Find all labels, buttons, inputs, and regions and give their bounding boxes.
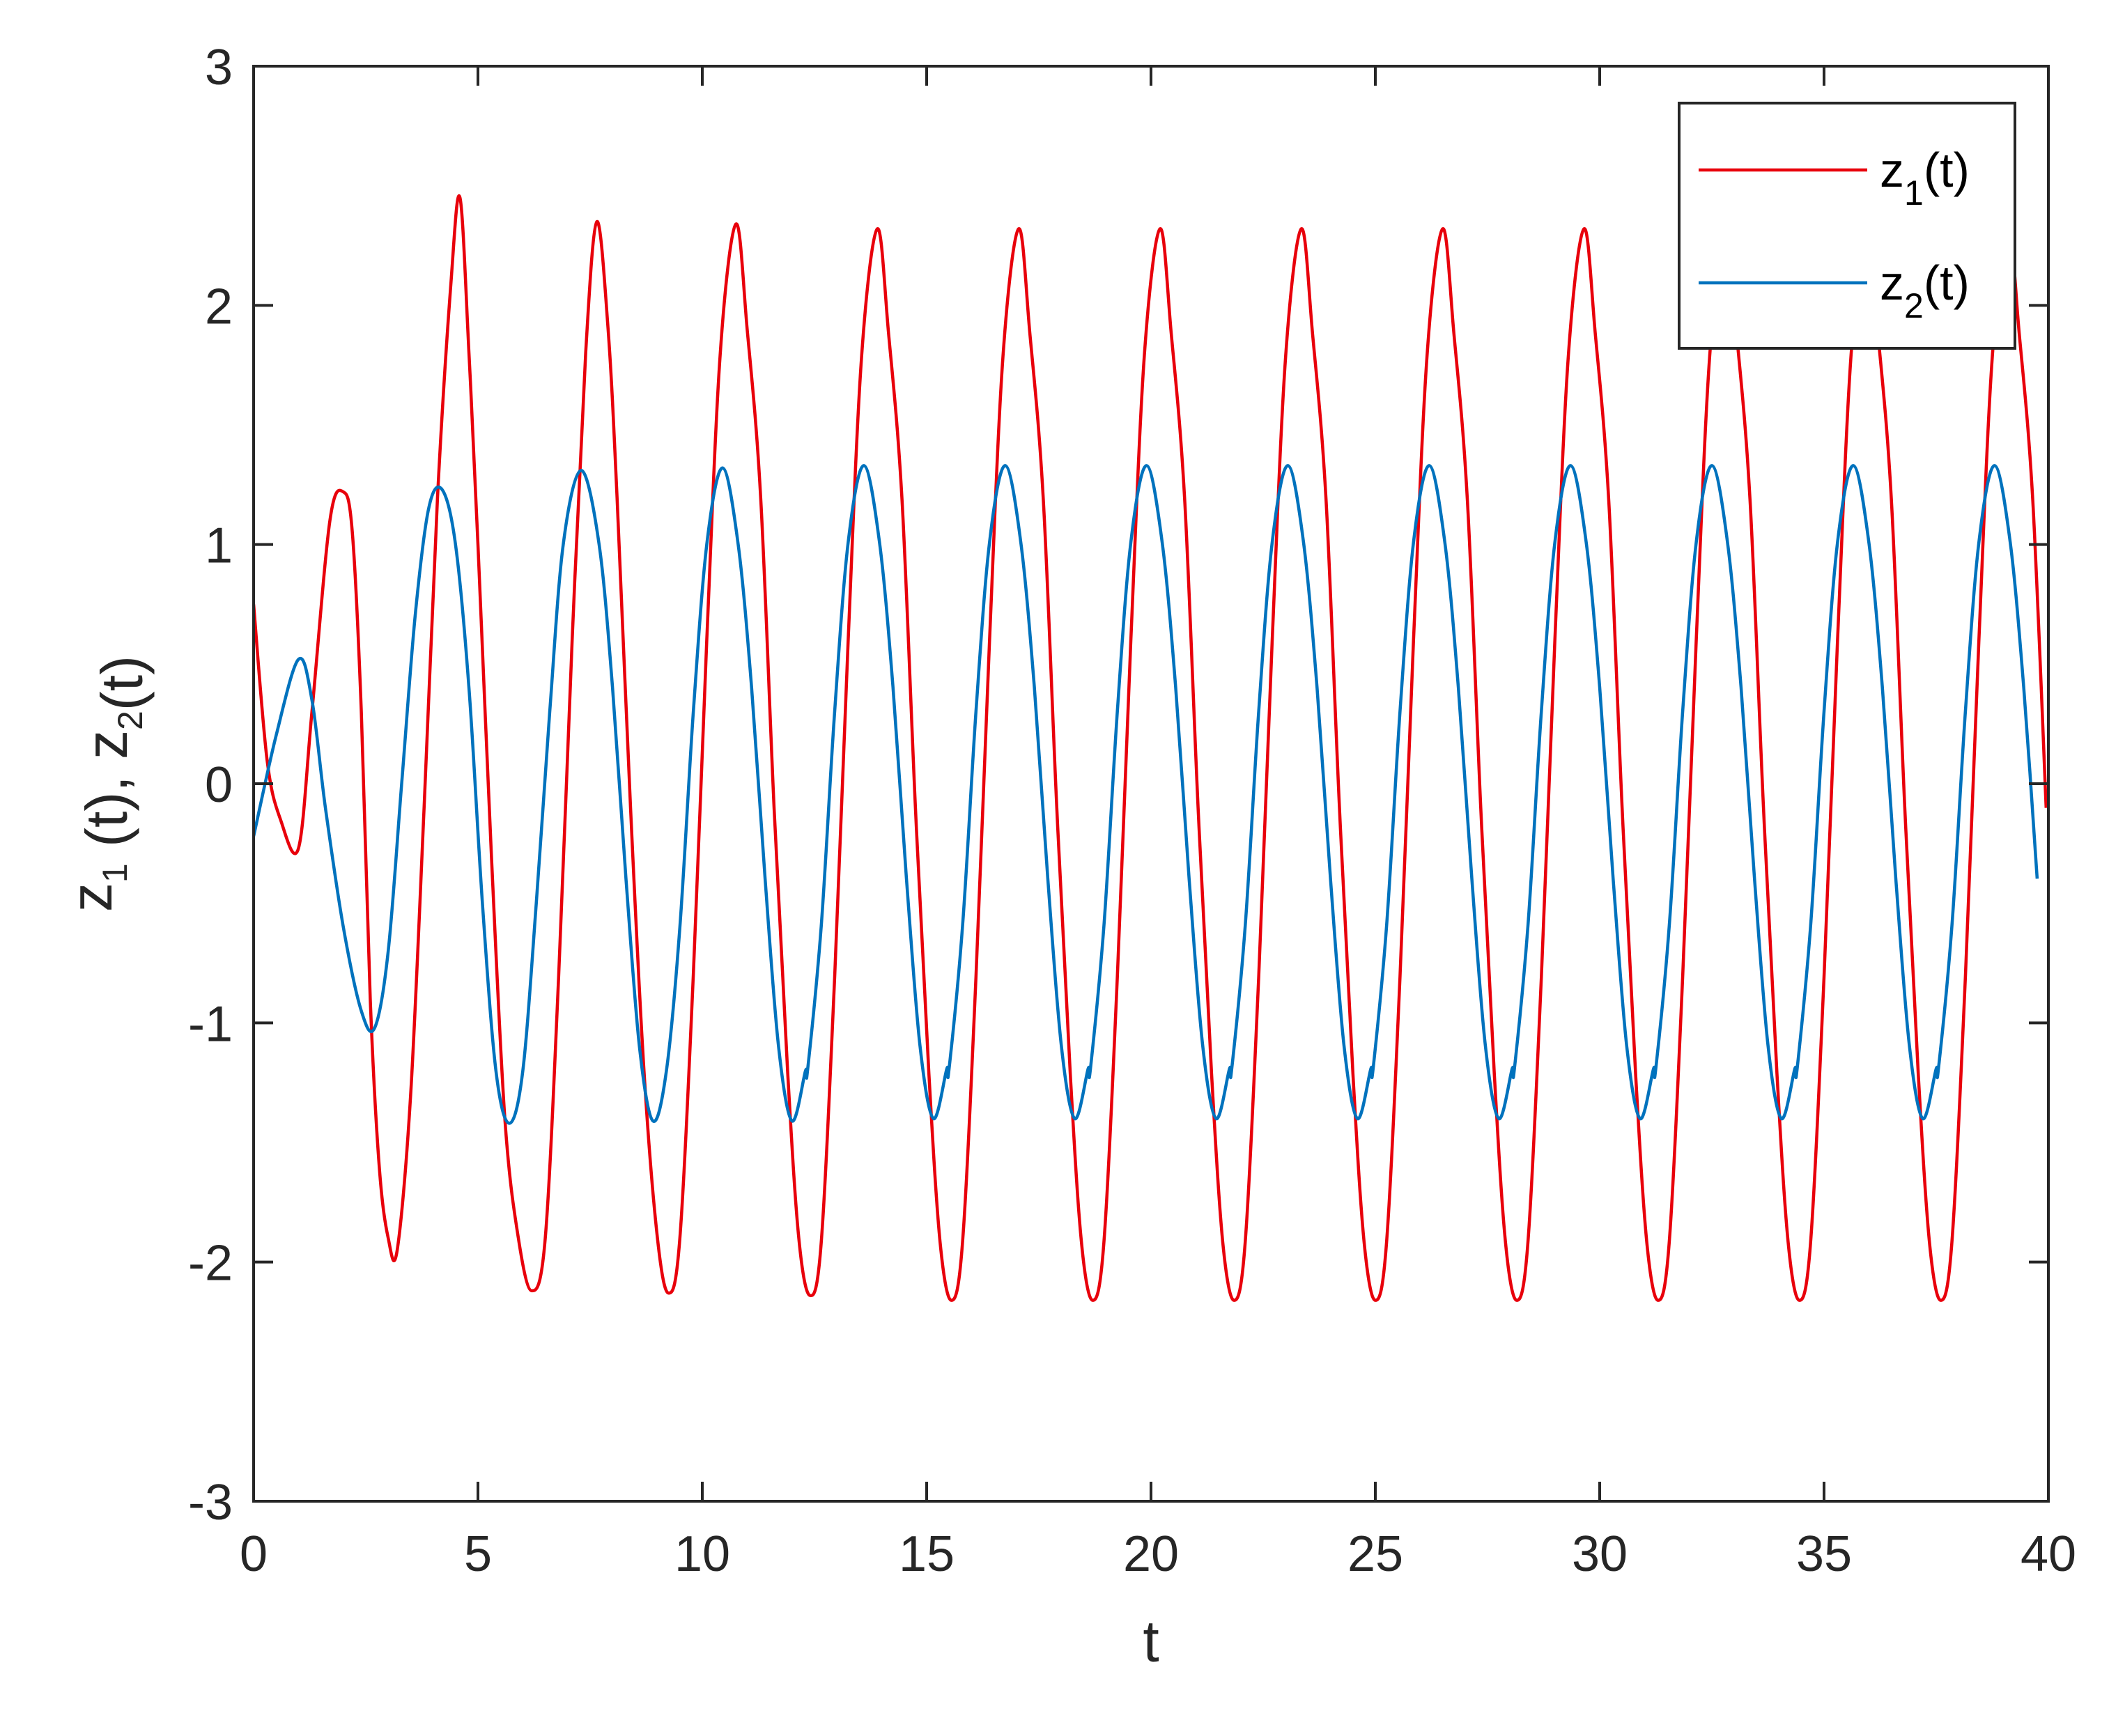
y-tick-label: 1 (205, 518, 233, 574)
x-tick-label: 15 (899, 1526, 955, 1582)
y-tick-label: -3 (188, 1475, 233, 1530)
series-line-z2 (252, 464, 2039, 1125)
x-tick-label: 10 (674, 1526, 730, 1582)
y-tick-label: -1 (188, 996, 233, 1052)
legend-box (1678, 102, 2016, 350)
x-tick-label: 40 (2021, 1526, 2076, 1582)
legend: z1(t) z2(t) (1678, 102, 2016, 350)
x-tick-label: 5 (464, 1526, 492, 1582)
ticks-layer (252, 65, 2050, 1503)
x-tick-label: 30 (1572, 1526, 1628, 1582)
labels-layer: 0 5 10 15 20 25 30 35 40 -3 -2 -1 0 1 2 3 t z1 (t), z2(t) (59, 40, 2076, 1674)
series-layer (252, 194, 2048, 1302)
y-tick-label: -2 (188, 1236, 233, 1292)
y-tick-label: 3 (205, 40, 233, 95)
legend-label-z1: z1(t) (1880, 143, 1970, 212)
y-tick-label: 0 (205, 757, 233, 813)
legend-label-z2: z2(t) (1880, 256, 1970, 325)
series-line-z1 (252, 194, 2048, 1302)
y-tick-label: 2 (205, 279, 233, 334)
x-axis-label: t (1143, 1609, 1159, 1674)
x-tick-label: 35 (1796, 1526, 1852, 1582)
x-tick-label: 25 (1347, 1526, 1403, 1582)
y-axis-label: z1 (t), z2(t) (59, 656, 155, 912)
x-tick-label: 0 (240, 1526, 268, 1582)
x-tick-label: 20 (1123, 1526, 1179, 1582)
